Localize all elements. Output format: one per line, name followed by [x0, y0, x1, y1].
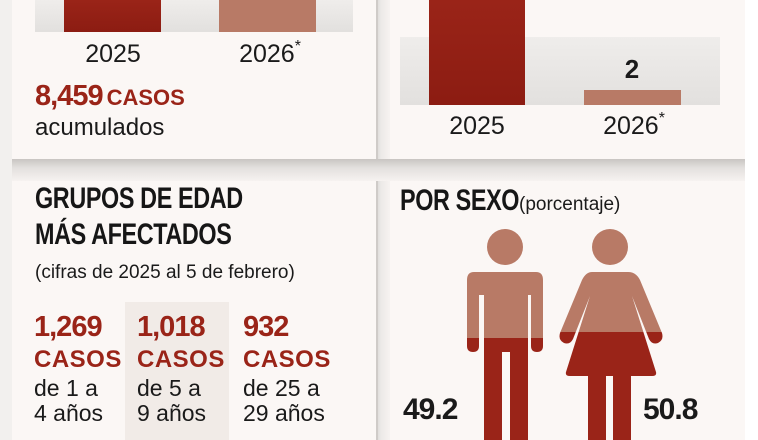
horizontal-divider: [12, 159, 745, 181]
age-groups-title-line1: GRUPOS DE EDAD: [35, 182, 243, 215]
age-group-range: de 1 a: [34, 375, 98, 401]
vertical-divider-line: [376, 0, 378, 440]
age-group-item: 1,018 CASOS de 5 a 9 años: [137, 310, 225, 426]
age-groups-subtitle: (cifras de 2025 al 5 de febrero): [35, 262, 295, 283]
age-group-range: de 25 a: [243, 375, 320, 401]
total-cases-unit: CASOS: [106, 85, 185, 110]
age-groups-title-line2: MÁS AFECTADOS: [35, 218, 232, 251]
age-group-range: 4 años: [34, 400, 104, 426]
page-margin: [745, 0, 758, 440]
bar-2025: [64, 0, 161, 32]
x-label-2025: 2025: [85, 40, 141, 68]
age-group-value: 932: [243, 311, 289, 343]
man-icon: [467, 229, 543, 440]
age-group-item: 932 CASOS de 25 a 29 años: [243, 310, 331, 426]
age-group-unit: CASOS: [243, 346, 331, 373]
vertical-divider: [376, 0, 390, 440]
total-cases-caption: acumulados: [35, 114, 165, 141]
bar-2025: [429, 0, 525, 105]
bar-2026-value: 2: [624, 54, 640, 84]
by-sex-subtitle: (porcentaje): [519, 194, 621, 215]
age-group-unit: CASOS: [137, 346, 225, 373]
age-group-item: 1,269 CASOS de 1 a 4 años: [34, 310, 122, 426]
age-group-value: 1,018: [137, 311, 206, 343]
bar-2026: [584, 90, 681, 105]
x-label-2025: 2025: [449, 112, 505, 140]
x-label-2026: 2026*: [239, 38, 301, 68]
female-percentage: 50.8: [643, 393, 698, 426]
age-group-range: 29 años: [243, 400, 325, 426]
age-group-unit: CASOS: [34, 346, 122, 373]
highlight-column: [125, 302, 229, 440]
by-sex-title: POR SEXO: [400, 184, 520, 217]
age-group-value: 1,269: [34, 311, 103, 343]
age-groups-title: GRUPOS DE EDAD MÁS AFECTADOS: [35, 181, 243, 253]
total-cases: 8,459 CASOS: [35, 80, 185, 113]
male-percentage: 49.2: [403, 393, 458, 426]
age-group-range: de 5 a: [137, 375, 201, 401]
x-label-2026: 2026*: [603, 110, 665, 140]
total-cases-value: 8,459: [35, 80, 104, 112]
age-group-range: 9 años: [137, 400, 207, 426]
bar-2026: [219, 0, 316, 32]
